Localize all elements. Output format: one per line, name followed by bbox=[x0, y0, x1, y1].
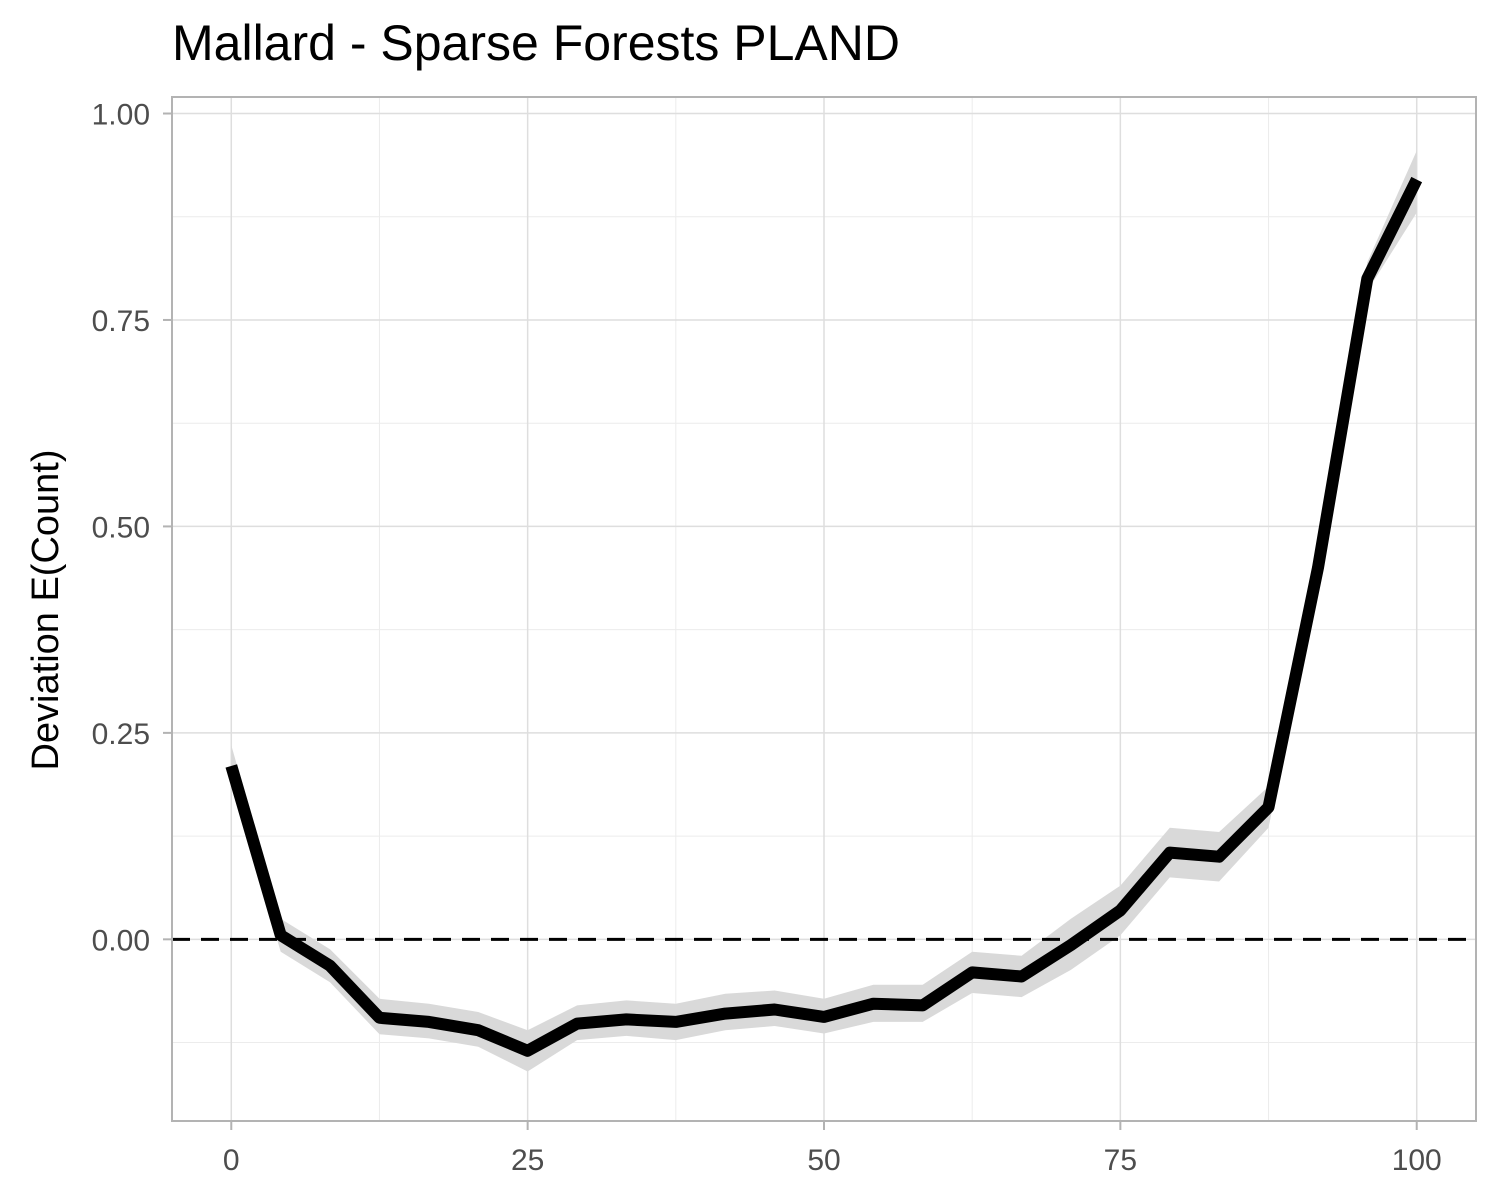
x-tick-label: 100 bbox=[1392, 1144, 1442, 1177]
y-tick-label: 0.00 bbox=[92, 924, 150, 957]
series-line-layer bbox=[225, 176, 1423, 1057]
series-line bbox=[225, 176, 1423, 1057]
y-tick-label: 0.25 bbox=[92, 718, 150, 751]
tick-layer: 0 25 50 75 100 0.00 0.25 0.50 0.75 1.00 bbox=[92, 99, 1442, 1177]
chart-title: Mallard - Sparse Forests PLAND bbox=[172, 15, 901, 71]
x-tick-label: 75 bbox=[1104, 1144, 1137, 1177]
y-tick-label: 0.75 bbox=[92, 305, 150, 338]
y-tick-label: 0.50 bbox=[92, 511, 150, 544]
y-axis-title: Deviation E(Count) bbox=[25, 449, 67, 770]
major-gridlines bbox=[172, 97, 1476, 1121]
x-tick-label: 25 bbox=[511, 1144, 544, 1177]
x-tick-label: 0 bbox=[223, 1144, 240, 1177]
x-tick-label: 50 bbox=[807, 1144, 840, 1177]
y-tick-label: 1.00 bbox=[92, 99, 150, 132]
